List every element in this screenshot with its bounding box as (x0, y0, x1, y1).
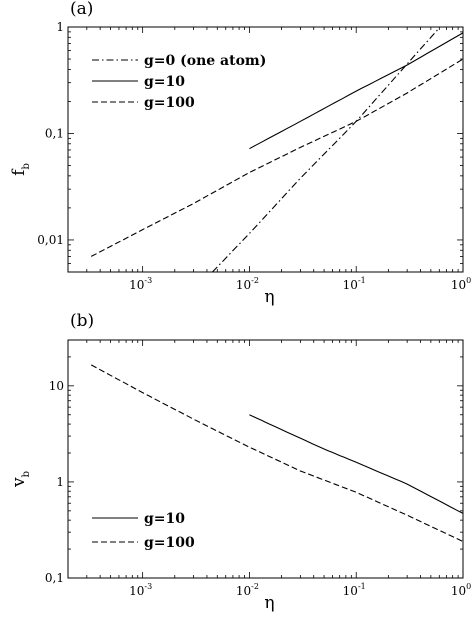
panel-label: (a) (70, 0, 93, 19)
panel-1: 10-3 10-2 10-1 100 0,1 1 10 η vb (b) g=10 g=100 (9, 311, 471, 613)
series-line-g-100 (90, 364, 463, 542)
legend-label: g=0 (one atom) (144, 53, 266, 69)
y-tick-label: 1 (56, 20, 64, 34)
svg-text:fb: fb (9, 163, 32, 176)
series-line-g-10 (249, 414, 463, 514)
panel-0: 10-3 10-2 10-1 100 0,01 0,1 1 η fb (a) g=0 (one at… (9, 0, 471, 307)
y-axis-label: vb (9, 471, 32, 488)
legend-label: g=10 (144, 74, 185, 90)
y-tick-label: 1 (56, 475, 64, 489)
svg-text:vb: vb (9, 471, 32, 488)
x-axis-label: η (264, 287, 274, 307)
legend-label: g=10 (144, 511, 185, 527)
x-tick-label: 10-2 (236, 276, 259, 292)
series-line-g-0-one-atom- (212, 27, 440, 272)
series-line-g-10 (249, 32, 463, 150)
panel-label: (b) (70, 311, 94, 331)
x-tick-label: 10-3 (129, 276, 152, 292)
y-tick-label: 10 (49, 379, 64, 393)
y-tick-label: 0,1 (45, 126, 64, 140)
series-line-g-100 (90, 58, 463, 257)
x-axis-label: η (264, 593, 274, 613)
x-tick-label: 10-1 (343, 582, 366, 598)
x-tick-label: 10-3 (129, 582, 152, 598)
x-tick-label: 100 (451, 582, 471, 598)
legend-label: g=100 (144, 535, 195, 551)
y-tick-label: 0,1 (45, 571, 64, 585)
x-tick-label: 10-1 (343, 276, 366, 292)
plot-frame (67, 26, 464, 273)
x-tick-label: 100 (451, 276, 471, 292)
plot-frame (67, 339, 464, 579)
y-tick-label: 0,01 (37, 233, 64, 247)
legend-label: g=100 (144, 95, 195, 111)
x-tick-label: 10-2 (236, 582, 259, 598)
y-axis-label: fb (9, 163, 32, 176)
